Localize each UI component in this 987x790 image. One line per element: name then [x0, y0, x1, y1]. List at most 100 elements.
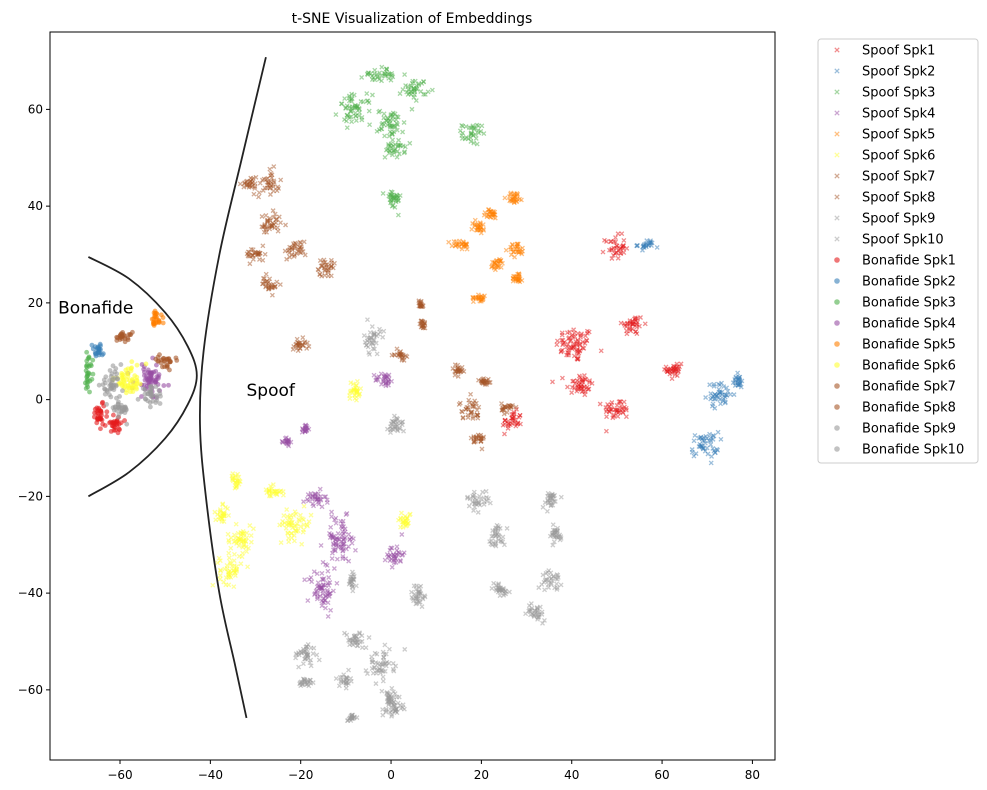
data-point-spoof	[272, 284, 278, 290]
data-point-spoof	[609, 256, 615, 261]
x-tick-label: 20	[474, 768, 489, 782]
data-point-spoof	[409, 589, 414, 595]
data-point-spoof	[329, 556, 335, 561]
data-point-spoof	[552, 499, 558, 504]
data-point-spoof	[469, 226, 475, 232]
data-point-bonafide	[83, 363, 89, 369]
data-point-spoof	[551, 573, 557, 579]
data-point-spoof	[289, 247, 295, 253]
data-point-spoof	[393, 199, 399, 205]
legend-marker-circle	[834, 257, 840, 263]
data-point-spoof	[497, 593, 503, 599]
data-point-spoof	[353, 113, 359, 119]
data-point-spoof	[678, 361, 684, 367]
data-point-spoof	[380, 712, 386, 718]
data-point-spoof	[346, 667, 352, 673]
data-point-spoof	[399, 422, 405, 428]
data-point-spoof	[499, 586, 505, 592]
data-point-spoof	[546, 568, 552, 574]
data-point-bonafide	[132, 373, 138, 379]
data-point-spoof	[317, 258, 323, 264]
data-point-spoof	[420, 304, 426, 310]
data-point-spoof	[637, 323, 642, 329]
data-point-bonafide	[104, 402, 109, 407]
data-point-spoof	[554, 572, 560, 578]
data-point-spoof	[632, 315, 638, 321]
data-point-spoof	[613, 239, 619, 245]
data-point-spoof	[323, 494, 329, 500]
data-point-bonafide	[152, 308, 158, 314]
data-point-spoof	[708, 435, 714, 441]
data-point-bonafide	[143, 396, 148, 402]
data-point-spoof	[314, 652, 320, 658]
data-point-spoof	[313, 496, 319, 502]
data-point-spoof	[273, 489, 279, 495]
data-point-spoof	[310, 651, 316, 657]
data-point-spoof	[344, 112, 350, 118]
data-point-spoof	[511, 200, 517, 206]
data-point-spoof	[597, 401, 603, 407]
data-point-spoof	[571, 327, 577, 333]
data-point-spoof	[621, 250, 627, 255]
data-point-spoof	[466, 503, 472, 509]
data-point-spoof	[481, 434, 487, 440]
legend-label: Bonafide Spk5	[862, 338, 956, 353]
data-point-spoof	[379, 64, 385, 70]
data-point-bonafide	[89, 342, 95, 348]
legend-label: Spoof Spk4	[862, 107, 935, 122]
legend-label: Spoof Spk3	[862, 86, 935, 101]
data-point-bonafide	[135, 396, 141, 402]
data-point-spoof	[291, 538, 297, 544]
data-point-bonafide	[120, 388, 125, 394]
data-point-spoof	[401, 357, 407, 363]
legend-label: Bonafide Spk1	[862, 254, 956, 269]
data-point-spoof	[301, 340, 307, 345]
data-point-spoof	[228, 545, 234, 551]
data-point-spoof	[400, 87, 406, 93]
legend-marker-circle	[834, 320, 840, 326]
data-point-spoof	[303, 428, 309, 434]
data-point-spoof	[375, 660, 381, 666]
legend-item: Bonafide Spk10	[834, 443, 964, 458]
data-point-spoof	[576, 350, 582, 356]
data-point-spoof	[351, 577, 357, 583]
legend-marker-circle	[834, 299, 840, 305]
data-point-spoof	[704, 436, 710, 441]
data-point-bonafide	[108, 382, 114, 388]
legend-label: Bonafide Spk4	[862, 317, 956, 332]
data-point-spoof	[342, 96, 348, 102]
data-point-spoof	[388, 144, 394, 150]
data-point-spoof	[581, 373, 587, 378]
data-point-spoof	[412, 92, 418, 98]
data-point-spoof	[628, 328, 634, 334]
data-point-spoof	[353, 583, 359, 589]
data-point-bonafide	[148, 377, 154, 383]
data-point-spoof	[610, 415, 616, 421]
data-point-spoof	[380, 707, 386, 713]
data-point-bonafide	[156, 320, 162, 325]
data-point-spoof	[288, 512, 294, 518]
legend-item: Spoof Spk6	[834, 149, 935, 164]
data-point-spoof	[308, 512, 314, 518]
data-point-spoof	[506, 402, 512, 408]
data-point-spoof	[615, 231, 621, 237]
data-point-spoof	[401, 428, 407, 434]
data-point-spoof	[389, 713, 395, 719]
data-point-bonafide	[115, 376, 120, 381]
data-point-spoof	[534, 605, 540, 611]
data-point-spoof	[236, 553, 242, 559]
legend-label: Bonafide Spk6	[862, 359, 956, 374]
data-point-spoof	[621, 238, 627, 243]
data-point-spoof	[216, 555, 222, 561]
data-point-spoof	[347, 637, 353, 643]
data-point-spoof	[347, 715, 353, 721]
data-point-spoof	[374, 333, 380, 339]
data-point-spoof	[383, 663, 389, 669]
legend-marker-x	[834, 152, 840, 158]
data-point-spoof	[220, 511, 226, 516]
data-point-spoof	[516, 414, 522, 420]
data-point-spoof	[622, 404, 627, 410]
data-point-spoof	[619, 406, 625, 411]
series-bonafide-spk3	[82, 349, 96, 395]
data-point-spoof	[542, 587, 548, 593]
